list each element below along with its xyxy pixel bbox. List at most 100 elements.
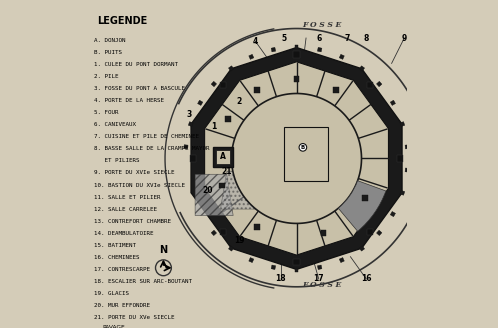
Polygon shape [232, 93, 362, 223]
Text: 19: 19 [234, 236, 245, 245]
Bar [211, 230, 217, 236]
Text: 15. BATIMENT: 15. BATIMENT [94, 243, 136, 248]
Text: 12: 12 [437, 173, 448, 182]
Bar [397, 155, 403, 162]
Text: 13. CONTREFORT CHAMBRE: 13. CONTREFORT CHAMBRE [94, 219, 171, 224]
Text: 21: 21 [222, 167, 232, 175]
Bar [284, 127, 328, 181]
Wedge shape [338, 181, 386, 231]
Bar [376, 81, 382, 87]
Bar [211, 81, 217, 87]
Text: 5. FOUR: 5. FOUR [94, 110, 118, 115]
Text: 9: 9 [402, 33, 407, 43]
Text: F O S S E: F O S S E [302, 21, 342, 29]
Text: 20. MUR EFFONDRE: 20. MUR EFFONDRE [94, 303, 150, 308]
Text: 10: 10 [408, 33, 419, 43]
Text: 8: 8 [364, 33, 369, 43]
Bar [293, 259, 300, 265]
Bar [405, 145, 409, 149]
Text: 11. SALLE ET PILIER: 11. SALLE ET PILIER [94, 195, 160, 199]
Text: 5: 5 [281, 33, 286, 43]
Text: 1: 1 [212, 122, 217, 131]
Bar [220, 82, 226, 88]
Text: N: N [159, 245, 167, 255]
Text: LEGENDE: LEGENDE [97, 16, 147, 26]
Bar [359, 66, 365, 71]
Bar [339, 54, 344, 59]
Text: B. PUITS: B. PUITS [94, 50, 122, 55]
Text: 8. BASSE SALLE DE LA CRAMPE MAYOR: 8. BASSE SALLE DE LA CRAMPE MAYOR [94, 146, 209, 152]
Text: 9. PORTE DU XVIe SIECLE: 9. PORTE DU XVIe SIECLE [94, 171, 174, 175]
Bar [213, 147, 233, 167]
Text: 4. PORTE DE LA HERSE: 4. PORTE DE LA HERSE [94, 98, 164, 103]
Bar [317, 265, 322, 270]
Bar [184, 145, 188, 149]
Text: 15: 15 [437, 249, 448, 258]
Bar [294, 76, 299, 82]
Bar [229, 246, 234, 251]
Bar [249, 54, 254, 59]
Text: 17: 17 [313, 275, 324, 283]
Text: 2: 2 [237, 97, 242, 106]
Bar [400, 122, 405, 127]
Text: 2. PILE: 2. PILE [94, 74, 118, 79]
Circle shape [299, 144, 307, 151]
Text: 11: 11 [437, 122, 448, 131]
Bar [225, 116, 231, 122]
Text: 7: 7 [345, 33, 350, 43]
Bar [367, 229, 373, 235]
Bar [271, 47, 276, 52]
Text: 3. FOSSE DU PONT A BASCULE: 3. FOSSE DU PONT A BASCULE [94, 86, 185, 91]
Text: ET PILIERS: ET PILIERS [94, 158, 139, 163]
Bar [216, 150, 230, 164]
Bar [295, 268, 298, 272]
Bar [94, 325, 101, 328]
Bar [219, 183, 225, 188]
Bar [339, 257, 344, 263]
Bar [376, 230, 382, 236]
Text: A. DONJON: A. DONJON [94, 38, 125, 43]
Bar [220, 229, 226, 235]
Text: 6. CANIVEAUX: 6. CANIVEAUX [94, 122, 136, 127]
Bar [405, 168, 409, 172]
Bar [229, 66, 234, 71]
Text: PAVAGE: PAVAGE [103, 325, 125, 328]
Text: 16. CHEMINEES: 16. CHEMINEES [94, 255, 139, 260]
Bar [359, 246, 365, 251]
Bar [254, 87, 260, 93]
Bar [390, 100, 395, 105]
Text: 1. CULEE DU PONT DORMANT: 1. CULEE DU PONT DORMANT [94, 62, 178, 67]
Text: 17. CONTRESCARPE: 17. CONTRESCARPE [94, 267, 150, 272]
Polygon shape [191, 48, 402, 269]
Text: 16: 16 [361, 275, 372, 283]
Text: 13: 13 [437, 198, 448, 207]
Text: 7. CUISINE ET PILE DE CHEMINEE: 7. CUISINE ET PILE DE CHEMINEE [94, 134, 199, 139]
Bar [188, 122, 193, 127]
Text: 21. PORTE DU XVe SIECLE: 21. PORTE DU XVe SIECLE [94, 315, 174, 320]
Bar [400, 191, 405, 195]
Bar [190, 155, 196, 162]
Bar [249, 257, 254, 263]
Text: 4: 4 [252, 37, 258, 46]
Bar [390, 212, 395, 217]
Bar [409, 116, 420, 133]
Text: 12. SALLE CARRELEE: 12. SALLE CARRELEE [94, 207, 157, 212]
Polygon shape [205, 62, 388, 255]
Bar [363, 195, 368, 201]
Text: 18: 18 [275, 275, 286, 283]
Bar [367, 82, 373, 88]
Text: 18. ESCALIER SUR ARC-BOUTANT: 18. ESCALIER SUR ARC-BOUTANT [94, 279, 192, 284]
Polygon shape [195, 174, 233, 215]
Text: A: A [220, 153, 226, 161]
Text: 20: 20 [203, 186, 213, 195]
Text: B: B [301, 145, 305, 150]
Polygon shape [221, 171, 265, 209]
Bar [293, 51, 300, 58]
Text: 19. GLACIS: 19. GLACIS [94, 291, 128, 296]
Text: F O S S E: F O S S E [302, 281, 342, 289]
Bar [198, 100, 203, 105]
Text: 10. BASTION DU XVIe SIECLE: 10. BASTION DU XVIe SIECLE [94, 183, 185, 188]
Bar [254, 224, 260, 230]
Bar [271, 265, 276, 270]
Bar [333, 87, 339, 93]
